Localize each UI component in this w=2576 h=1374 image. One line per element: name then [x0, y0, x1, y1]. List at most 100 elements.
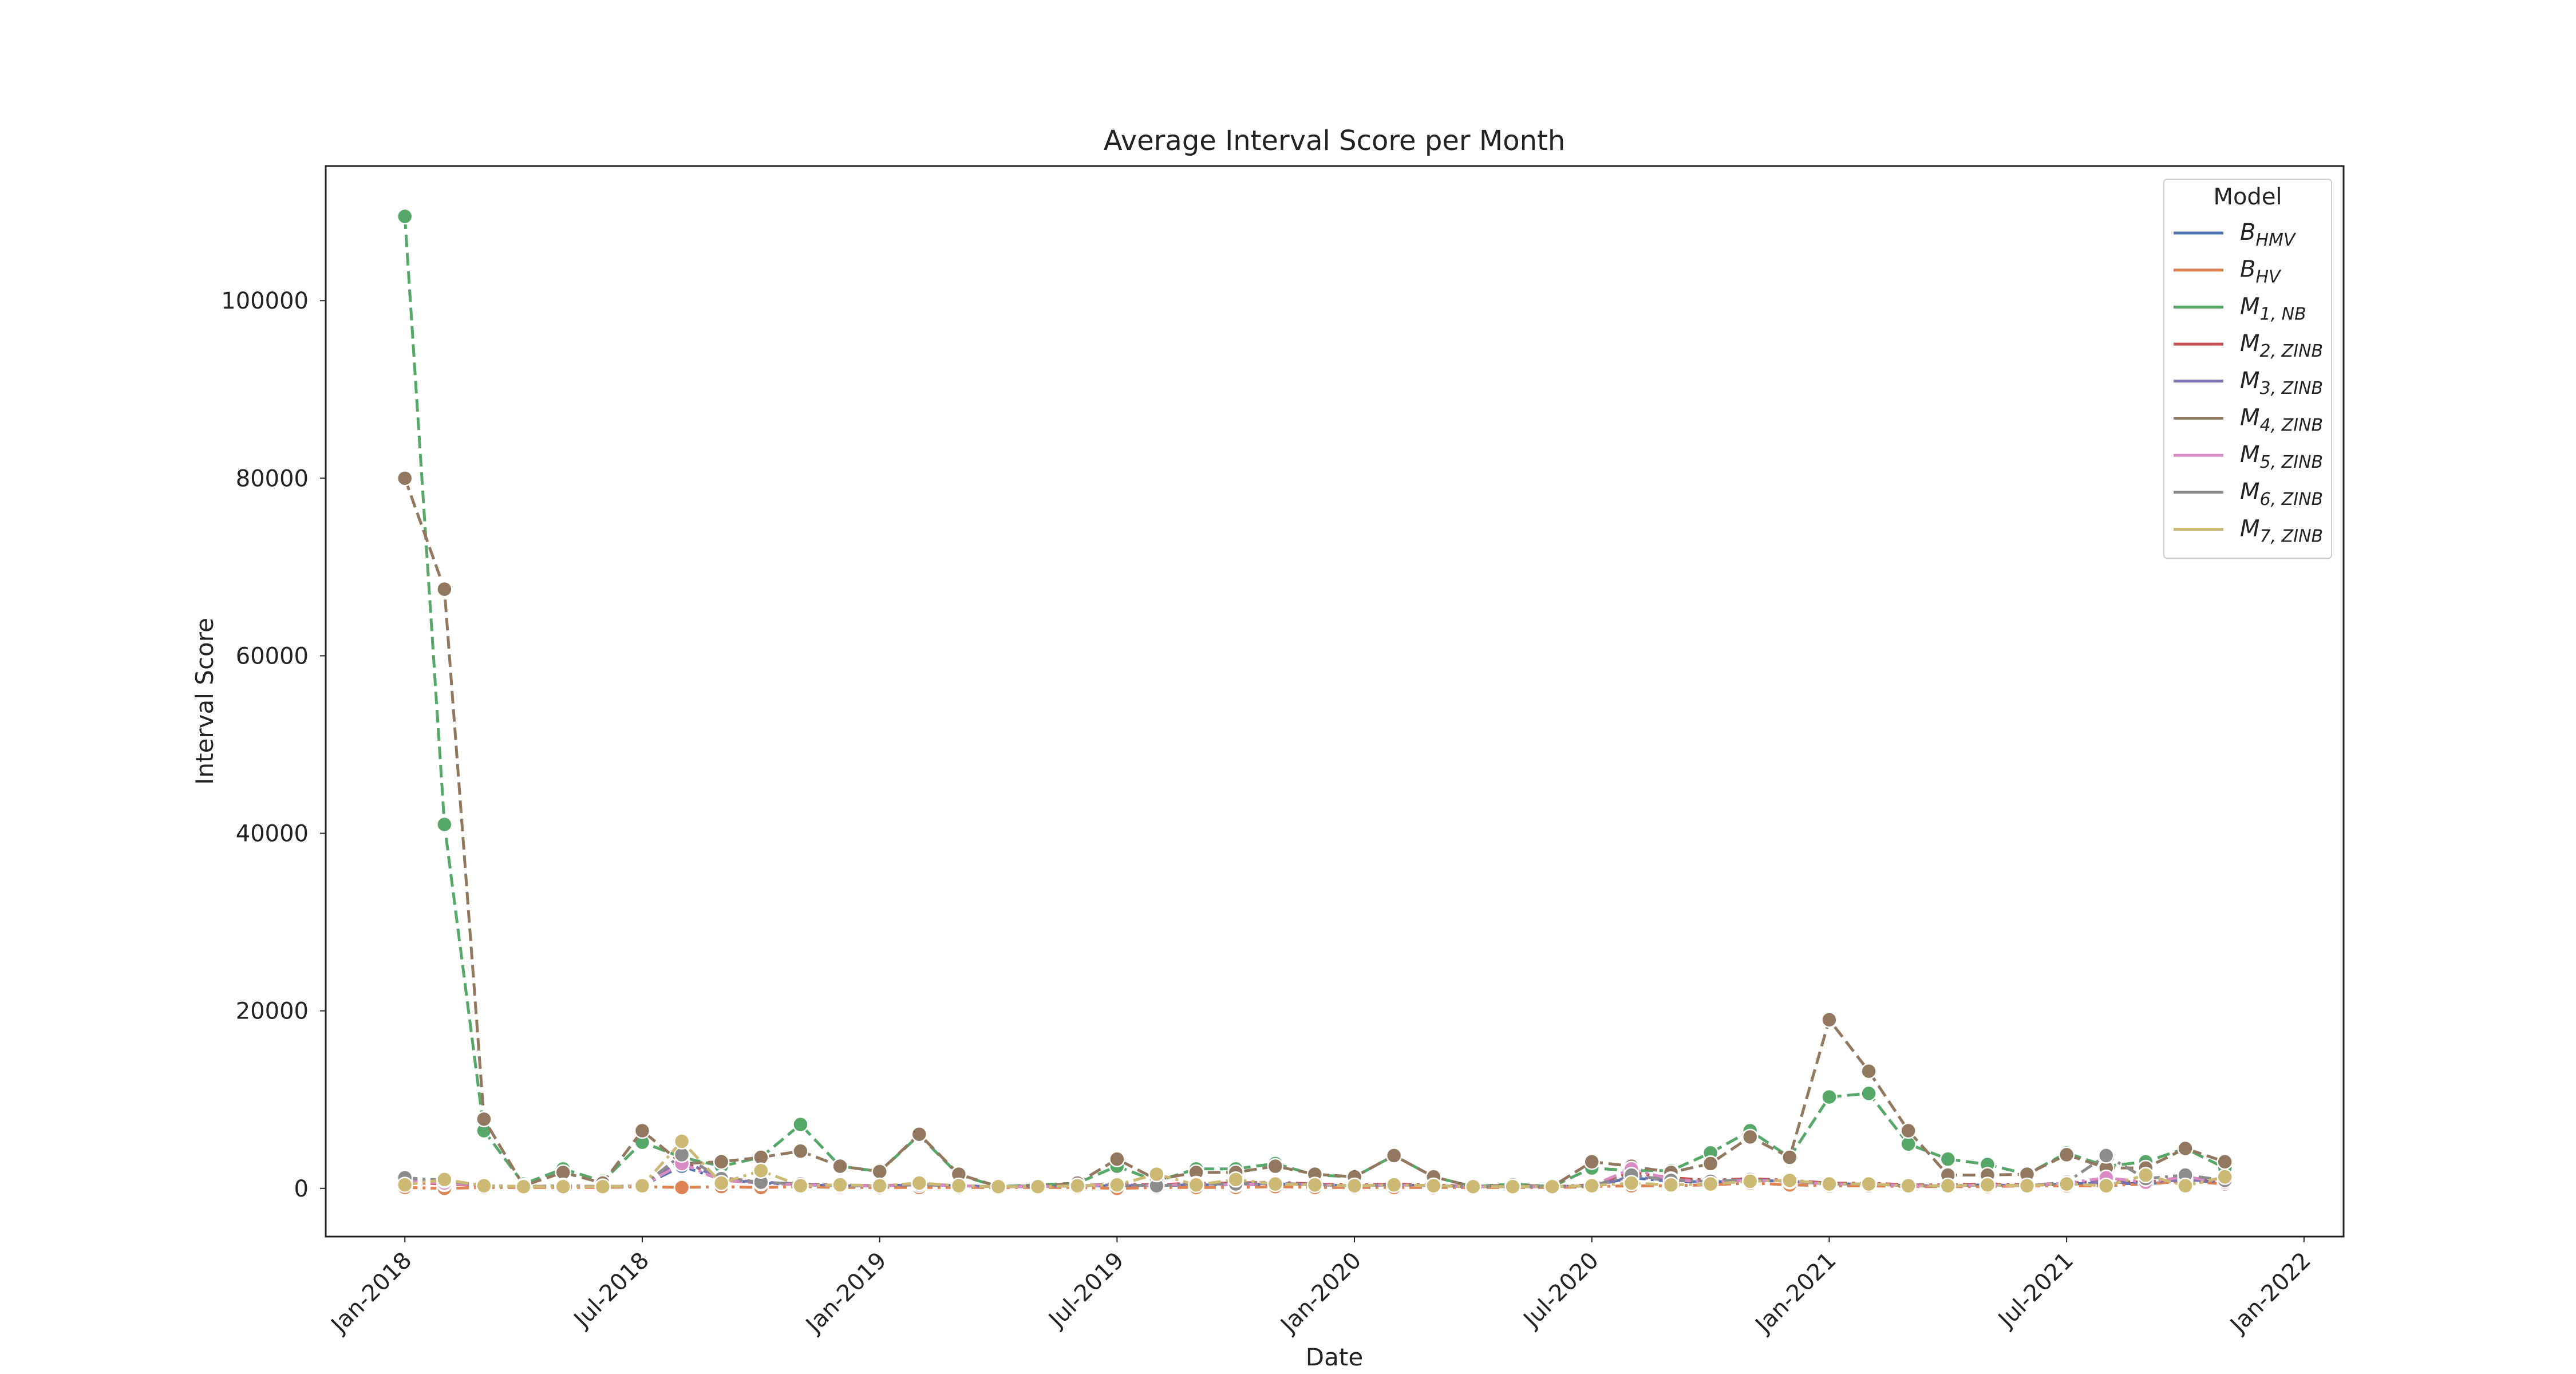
data-point	[1504, 1178, 1521, 1195]
data-point	[2217, 1168, 2233, 1185]
data-point	[1702, 1175, 1719, 1193]
legend-label: M1, NB	[2240, 293, 2306, 324]
data-point	[1583, 1177, 1601, 1194]
data-point	[911, 1126, 928, 1143]
data-point	[2058, 1175, 2075, 1193]
legend-label: M4, ZINB	[2240, 405, 2323, 436]
legend-label-base: M	[2240, 405, 2260, 431]
data-point	[1267, 1158, 1284, 1175]
legend-label-sub: 5, ZINB	[2260, 452, 2324, 472]
legend-label-sub: 2, ZINB	[2260, 341, 2324, 361]
legend-label: BHV	[2240, 256, 2282, 287]
legend-label-base: M	[2240, 330, 2260, 357]
data-point	[1860, 1175, 1877, 1193]
data-point	[2217, 1154, 2233, 1170]
data-point	[753, 1162, 769, 1179]
data-point	[1385, 1176, 1402, 1193]
data-point	[555, 1178, 571, 1195]
data-point	[1821, 1088, 1838, 1105]
data-point	[1109, 1176, 1125, 1193]
legend-label-base: B	[2240, 219, 2255, 246]
y-tick-label: 60000	[236, 643, 309, 669]
legend-box	[2163, 179, 2332, 559]
data-point	[2177, 1140, 2194, 1157]
y-tick-label: 80000	[236, 465, 309, 492]
legend-label-sub: 3, ZINB	[2260, 378, 2324, 398]
data-point	[2177, 1177, 2194, 1194]
data-point	[436, 1171, 453, 1188]
data-point	[1741, 1173, 1759, 1190]
data-point	[1227, 1171, 1244, 1188]
data-point	[436, 581, 453, 598]
data-point	[1385, 1147, 1402, 1164]
legend-label: M5, ZINB	[2240, 441, 2323, 472]
data-point	[871, 1177, 888, 1194]
data-point	[2098, 1177, 2115, 1194]
legend-label-base: M	[2240, 441, 2260, 468]
data-point	[476, 1177, 492, 1194]
legend-label-sub: HV	[2255, 267, 2282, 287]
data-point	[436, 816, 453, 833]
data-point	[1583, 1154, 1601, 1170]
data-point	[1188, 1176, 1204, 1193]
x-tick-label: Jan-2018	[325, 1247, 417, 1339]
data-point	[1860, 1085, 1877, 1102]
legend-label: BHMV	[2240, 219, 2297, 250]
data-point	[832, 1176, 848, 1193]
data-point	[2058, 1146, 2075, 1163]
series-line	[403, 477, 2226, 1189]
data-point	[1900, 1177, 1917, 1194]
legend-label-sub: 6, ZINB	[2260, 489, 2324, 510]
data-point	[396, 1176, 413, 1193]
x-axis-label: Date	[1306, 1343, 1363, 1371]
data-point	[950, 1177, 967, 1194]
data-point	[673, 1179, 690, 1196]
x-tick-label: Jul-2018	[568, 1247, 654, 1334]
data-point	[1346, 1177, 1363, 1194]
y-axis-label: Interval Score	[191, 618, 219, 785]
data-point	[792, 1177, 809, 1194]
data-point	[871, 1163, 888, 1180]
data-point	[476, 1111, 492, 1128]
data-point	[1702, 1155, 1719, 1172]
data-point	[2138, 1167, 2154, 1183]
data-point	[1821, 1175, 1838, 1193]
legend-label-sub: 1, NB	[2260, 304, 2306, 324]
data-point	[396, 208, 413, 225]
x-tick-label: Jan-2019	[800, 1247, 891, 1339]
data-point	[1029, 1178, 1046, 1195]
data-point	[1425, 1177, 1442, 1194]
data-point	[911, 1175, 928, 1191]
legend-label: M3, ZINB	[2240, 368, 2323, 398]
data-point	[1148, 1166, 1165, 1183]
data-point	[990, 1178, 1007, 1195]
x-tick-label: Jul-2020	[1518, 1247, 1604, 1334]
data-point	[2018, 1177, 2036, 1194]
x-tick-label: Jan-2020	[1275, 1247, 1366, 1339]
legend-label-base: M	[2240, 293, 2260, 319]
x-tick-label: Jan-2021	[1749, 1247, 1841, 1339]
data-point	[634, 1177, 651, 1194]
data-point	[792, 1143, 809, 1159]
y-tick-label: 40000	[236, 821, 309, 847]
legend-label: M7, ZINB	[2240, 516, 2323, 547]
legend-label-sub: HMV	[2255, 230, 2296, 250]
legend-label-base: M	[2240, 479, 2260, 505]
data-point	[1860, 1063, 1877, 1080]
y-tick-label: 100000	[221, 288, 309, 314]
x-tick-label: Jul-2019	[1042, 1247, 1129, 1334]
data-point	[396, 470, 413, 487]
data-point	[634, 1122, 651, 1139]
x-tick-label: Jul-2021	[1992, 1247, 2079, 1334]
legend-label-base: M	[2240, 516, 2260, 542]
data-point	[1781, 1149, 1798, 1166]
data-point	[792, 1116, 809, 1133]
legend-label: M6, ZINB	[2240, 479, 2323, 510]
data-point	[1741, 1128, 1759, 1146]
data-point	[2098, 1147, 2115, 1164]
data-point	[713, 1154, 730, 1170]
legend-label-base: B	[2240, 256, 2255, 283]
data-point	[1939, 1177, 1957, 1194]
